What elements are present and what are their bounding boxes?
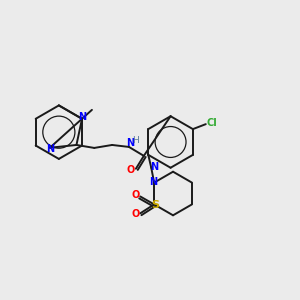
Text: Cl: Cl <box>206 118 217 128</box>
Text: S: S <box>151 200 159 210</box>
Text: H: H <box>133 136 139 145</box>
Text: N: N <box>149 177 157 187</box>
Text: O: O <box>131 190 140 200</box>
Text: N: N <box>126 138 134 148</box>
Text: N: N <box>150 162 158 172</box>
Text: N: N <box>78 112 86 122</box>
Text: O: O <box>131 209 140 219</box>
Text: N: N <box>46 144 54 154</box>
Text: O: O <box>127 165 135 175</box>
